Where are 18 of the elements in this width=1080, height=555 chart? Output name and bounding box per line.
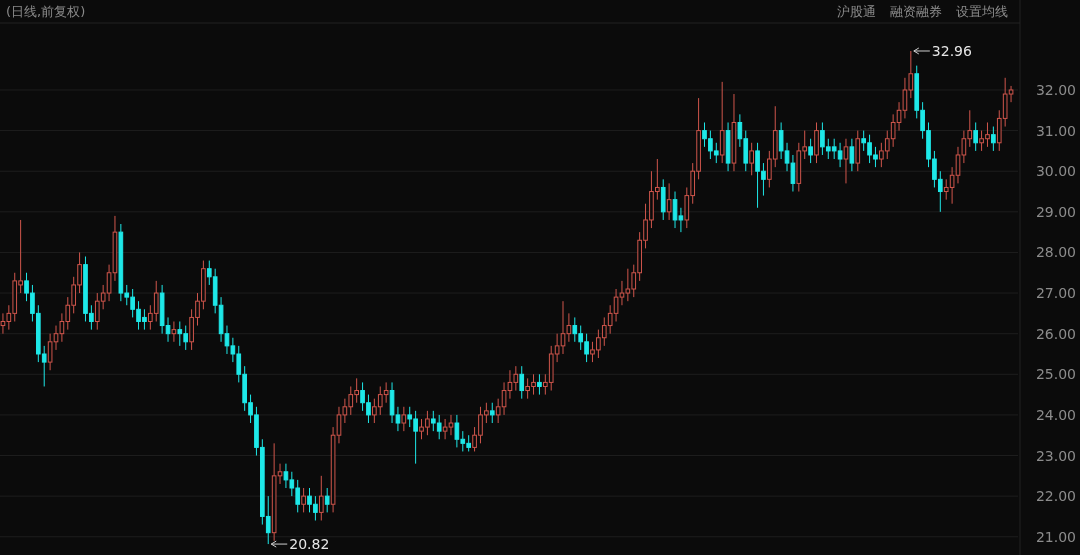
y-tick-label: 26.00 [1035, 325, 1076, 342]
y-tick-label: 28.00 [1035, 244, 1076, 261]
y-tick-label: 31.00 [1035, 122, 1076, 139]
text: 设置均线 [956, 4, 1008, 19]
chart-subtitle: (日线,前复权) [6, 4, 86, 19]
annotation: 20.82 [289, 536, 330, 553]
y-tick-label: 27.00 [1035, 285, 1076, 302]
y-tick-label: 24.00 [1035, 406, 1076, 423]
y-tick-label: 30.00 [1035, 163, 1076, 180]
y-tick-label: 29.00 [1035, 203, 1076, 220]
y-tick-label: 22.00 [1035, 488, 1076, 505]
y-tick-label: 21.00 [1035, 528, 1076, 545]
y-tick-label: 23.00 [1035, 447, 1076, 464]
text: 融资融券 [890, 4, 942, 19]
y-tick-label: 25.00 [1035, 366, 1076, 383]
text: 沪股通 [837, 4, 876, 19]
annotation: 32.96 [931, 42, 972, 59]
y-tick-label: 32.00 [1035, 81, 1076, 98]
